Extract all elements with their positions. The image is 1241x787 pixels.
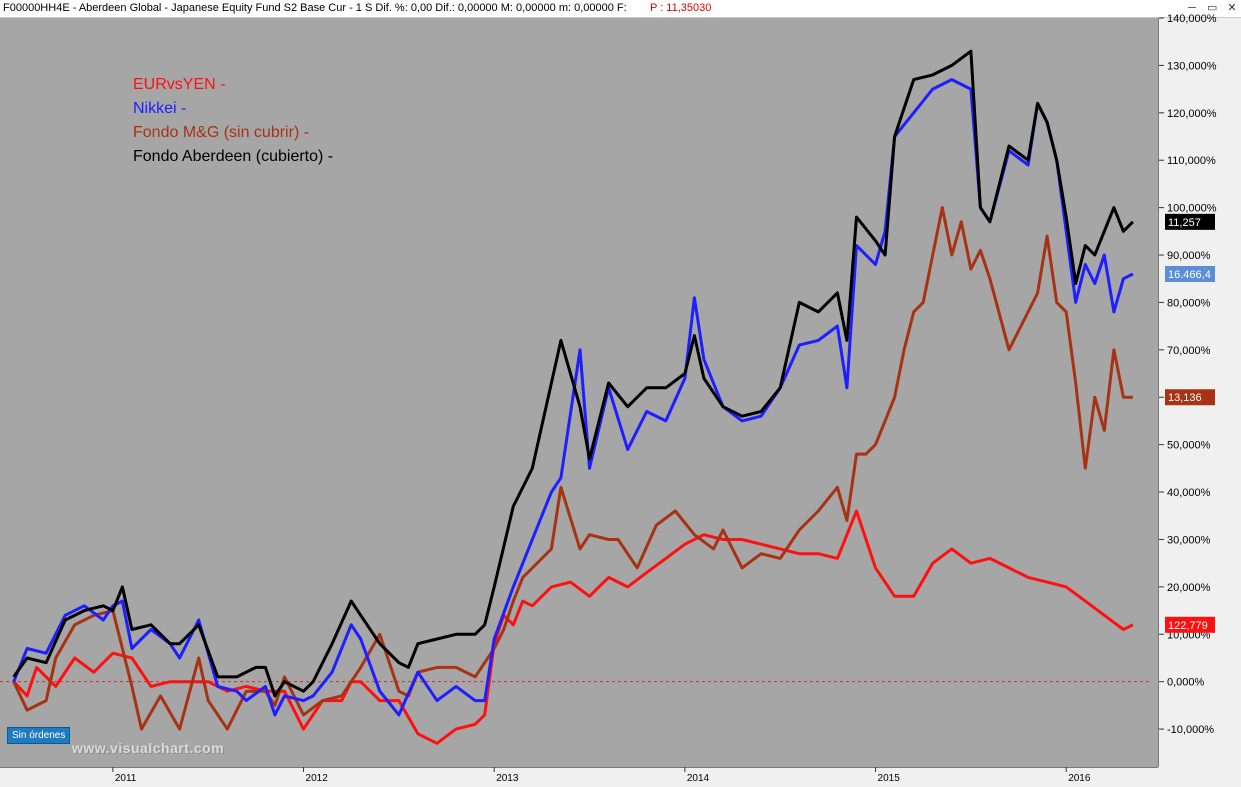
y-tick-label: -10,000% <box>1167 724 1214 736</box>
x-tick-label: 2012 <box>306 773 329 784</box>
x-tick-label: 2016 <box>1068 773 1091 784</box>
end-value-box-eurvsyen <box>1165 616 1215 633</box>
minimize-icon[interactable]: ─ <box>1188 2 1196 14</box>
legend-item-nikkei: Nikkei - <box>133 100 187 117</box>
y-tick-label: 0,000% <box>1167 677 1205 689</box>
end-value-label-fondo-aberdeen: 11,257 <box>1168 217 1201 229</box>
chart-plot-area[interactable] <box>0 18 1158 767</box>
maximize-icon[interactable]: ▭ <box>1207 2 1218 14</box>
y-tick-label: 80,000% <box>1167 297 1211 309</box>
y-tick-label: 140,000% <box>1167 13 1217 25</box>
x-axis-panel[interactable] <box>0 767 1158 787</box>
end-value-label-eurvsyen: 122,779 <box>1168 620 1208 632</box>
y-tick-label: 130,000% <box>1167 60 1217 72</box>
chart-window-title: F00000HH4E - Aberdeen Global - Japanese … <box>3 2 627 14</box>
window-controls: ─ ▭ ✕ <box>1187 1 1237 15</box>
y-tick-label: 20,000% <box>1167 582 1211 594</box>
end-value-label-nikkei: 16.466,4 <box>1168 269 1211 281</box>
close-icon[interactable]: ✕ <box>1227 2 1237 14</box>
window-titlebar: F00000HH4E - Aberdeen Global - Japanese … <box>0 0 1241 18</box>
series-line-fondo-aberdeen <box>12 49 1134 698</box>
chart-legend: EURvsYEN - Nikkei - Fondo M&G (sin cubri… <box>133 73 333 169</box>
end-value-box-fondo-mg <box>1165 389 1215 406</box>
y-tick-label: 110,000% <box>1167 155 1216 167</box>
series-line-eurvsyen <box>12 509 1134 745</box>
legend-item-eurvsyen: EURvsYEN - <box>133 76 226 93</box>
y-tick-label: 120,000% <box>1167 108 1217 120</box>
series-line-fondo-mg <box>12 206 1133 731</box>
end-value-box-fondo-aberdeen <box>1165 213 1215 230</box>
price-readout: P : 11,35030 <box>650 2 712 14</box>
x-tick-label: 2015 <box>878 773 901 784</box>
y-tick-label: 90,000% <box>1167 250 1211 262</box>
y-tick-label: 40,000% <box>1167 487 1211 499</box>
x-tick-label: 2013 <box>496 773 519 784</box>
legend-item-fondo-aberdeen: Fondo Aberdeen (cubierto) - <box>133 148 334 165</box>
end-value-box-nikkei <box>1165 265 1215 282</box>
y-tick-label: 50,000% <box>1167 440 1211 452</box>
y-tick-label: 100,000% <box>1167 203 1217 215</box>
watermark-logo: www.visualchart.com <box>72 740 225 756</box>
legend-item-fondo-mg: Fondo M&G (sin cubrir) - <box>133 124 310 141</box>
series-line-nikkei <box>12 78 1134 717</box>
y-tick-label: 70,000% <box>1167 345 1211 357</box>
orders-status-badge[interactable]: Sin órdenes <box>7 727 71 744</box>
x-tick-label: 2011 <box>115 773 137 784</box>
x-tick-label: 2014 <box>687 773 710 784</box>
end-value-label-fondo-mg: 13,136 <box>1168 392 1202 404</box>
y-tick-label: 30,000% <box>1167 534 1211 546</box>
